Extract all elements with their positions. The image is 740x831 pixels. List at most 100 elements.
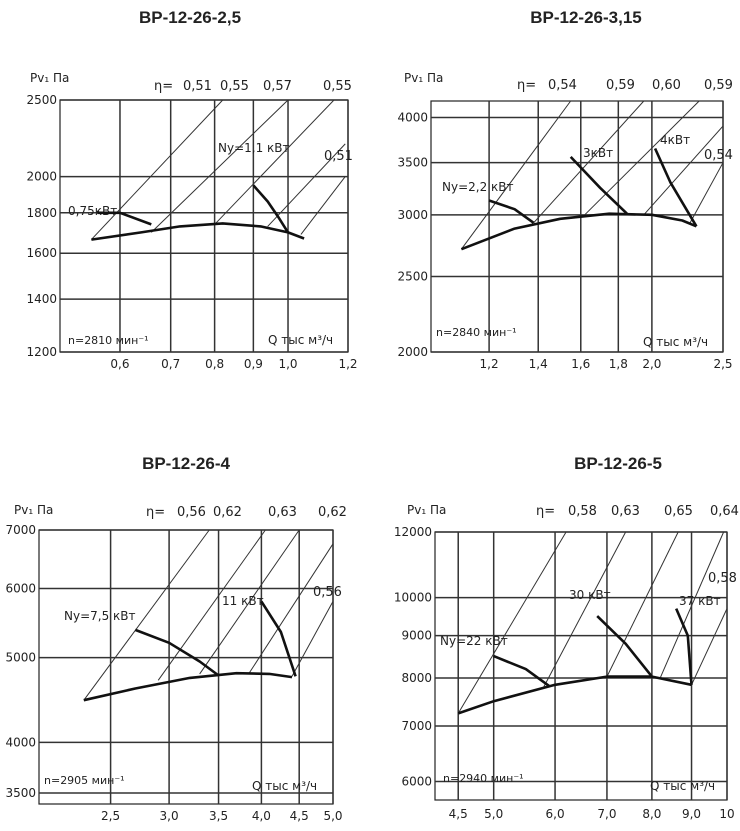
efficiency-line <box>688 162 724 225</box>
chart-title: ВР-12-26-2,5 <box>139 8 241 27</box>
plot-frame <box>38 529 334 805</box>
power-label: 37 кВт <box>679 594 721 608</box>
power-label: Nу=1,1 кВт <box>218 141 290 155</box>
y-tick-label: 1800 <box>26 206 57 220</box>
rpm-label: n=2905 мин⁻¹ <box>44 774 125 787</box>
efficiency-label: 0,60 <box>652 78 681 93</box>
efficiency-label: 0,65 <box>664 504 693 519</box>
efficiency-label: 0,54 <box>704 148 733 163</box>
x-tick-label: 1,4 <box>529 357 548 371</box>
efficiency-label: 0,58 <box>708 571 737 586</box>
y-tick-label: 8000 <box>401 671 432 685</box>
x-tick-label: 2,0 <box>642 357 661 371</box>
efficiency-line <box>199 529 300 675</box>
y-tick-label: 5000 <box>5 651 36 665</box>
efficiency-line <box>150 99 289 233</box>
characteristic-curve <box>596 615 653 678</box>
y-tick-label: 3500 <box>5 786 36 800</box>
efficiency-label: 0,63 <box>268 505 297 520</box>
power-label: 11 кВт <box>222 594 264 608</box>
y-tick-label: 2500 <box>397 270 428 284</box>
x-axis-label: Q тыс м³/ч <box>268 333 333 347</box>
efficiency-label: 0,56 <box>313 585 342 600</box>
efficiency-label: 0,57 <box>263 79 292 94</box>
efficiency-line <box>90 99 224 240</box>
x-tick-label: 8,0 <box>642 807 661 821</box>
characteristic-curve <box>134 628 220 677</box>
chart-panel-2: ВР-12-26-3,15 2000 2500 3000 3500 4000 1,2 1,4 1… <box>397 8 733 371</box>
x-tick-label: 5,0 <box>484 807 503 821</box>
efficiency-line <box>533 100 645 224</box>
power-label: Nу=2,2 кВт <box>442 180 514 194</box>
efficiency-line <box>267 143 346 227</box>
characteristic-curve <box>460 212 697 251</box>
y-axis-label: Pv₁ Па <box>407 503 446 517</box>
chart-title: ВР-12-26-4 <box>142 454 230 473</box>
plot-frame <box>434 531 728 801</box>
efficiency-line <box>643 125 724 216</box>
y-tick-label: 9000 <box>401 629 432 643</box>
characteristic-curve <box>457 675 692 715</box>
chart-title: ВР-12-26-3,15 <box>530 8 642 27</box>
efficiency-label: 0,59 <box>606 78 635 93</box>
y-tick-label: 10000 <box>394 591 432 605</box>
characteristic-curve <box>91 222 305 241</box>
y-tick-label: 12000 <box>394 525 432 539</box>
x-axis-label: Q тыс м³/ч <box>650 779 715 793</box>
x-tick-label: 1,6 <box>571 357 590 371</box>
characteristic-curve <box>260 600 297 677</box>
characteristic-curve <box>97 211 152 226</box>
eta-prefix: η= <box>517 78 536 93</box>
x-tick-label: 0,7 <box>161 357 180 371</box>
chart-panel-1: ВР-12-26-2,5 1200 1400 1600 1800 2000 2500 0,6 0… <box>26 8 357 371</box>
efficiency-line <box>300 176 346 235</box>
y-axis-label: Pv₁ Па <box>404 71 443 85</box>
y-tick-label: 3000 <box>397 208 428 222</box>
efficiency-label: 0,59 <box>704 78 733 93</box>
x-tick-label: 2,5 <box>101 809 120 823</box>
efficiency-label: 0,58 <box>568 504 597 519</box>
efficiency-label: 0,64 <box>710 504 739 519</box>
x-tick-label: 1,0 <box>278 357 297 371</box>
rpm-label: n=2810 мин⁻¹ <box>68 334 149 347</box>
chart-panel-3: ВР-12-26-4 3500 4000 5000 6000 7000 2,5 3,0 3,5 4… <box>5 454 347 823</box>
efficiency-line <box>157 529 266 681</box>
efficiency-label: 0,55 <box>220 79 249 94</box>
y-tick-label: 6000 <box>401 775 432 789</box>
characteristic-curve <box>83 671 293 702</box>
y-axis-label: Pv₁ Па <box>30 71 69 85</box>
eta-prefix: η= <box>154 79 173 94</box>
y-tick-label: 4000 <box>397 111 428 125</box>
x-tick-label: 5,0 <box>323 809 342 823</box>
x-tick-label: 0,9 <box>244 357 263 371</box>
power-label: Nу=7,5 кВт <box>64 609 136 623</box>
x-tick-label: 9,0 <box>682 807 701 821</box>
x-tick-label: 0,6 <box>110 357 129 371</box>
x-axis-label: Q тыс м³/ч <box>252 779 317 793</box>
characteristic-curve <box>493 654 551 688</box>
efficiency-line <box>83 529 210 701</box>
efficiency-line <box>659 531 725 679</box>
x-tick-label: 3,5 <box>209 809 228 823</box>
x-tick-label: 6,0 <box>546 807 565 821</box>
power-label: Nу=22 кВт <box>440 634 508 648</box>
x-tick-label: 4,5 <box>290 809 309 823</box>
rpm-label: n=2940 мин⁻¹ <box>443 772 524 785</box>
y-tick-label: 7000 <box>5 523 36 537</box>
power-label: 4кВт <box>660 133 690 147</box>
x-tick-label: 0,8 <box>205 357 224 371</box>
efficiency-label: 0,62 <box>318 505 347 520</box>
efficiency-line <box>457 531 567 714</box>
characteristic-curve <box>488 199 535 224</box>
x-tick-label: 2,5 <box>713 357 732 371</box>
eta-prefix: η= <box>146 505 165 520</box>
x-tick-label: 4,5 <box>449 807 468 821</box>
characteristic-curve <box>675 608 693 685</box>
y-axis-label: Pv₁ Па <box>14 503 53 517</box>
y-tick-label: 2000 <box>26 170 57 184</box>
rpm-label: n=2840 мин⁻¹ <box>436 326 517 339</box>
x-tick-label: 3,0 <box>160 809 179 823</box>
power-label: 30 кВт <box>569 588 611 602</box>
power-label: 3кВт <box>583 146 613 160</box>
